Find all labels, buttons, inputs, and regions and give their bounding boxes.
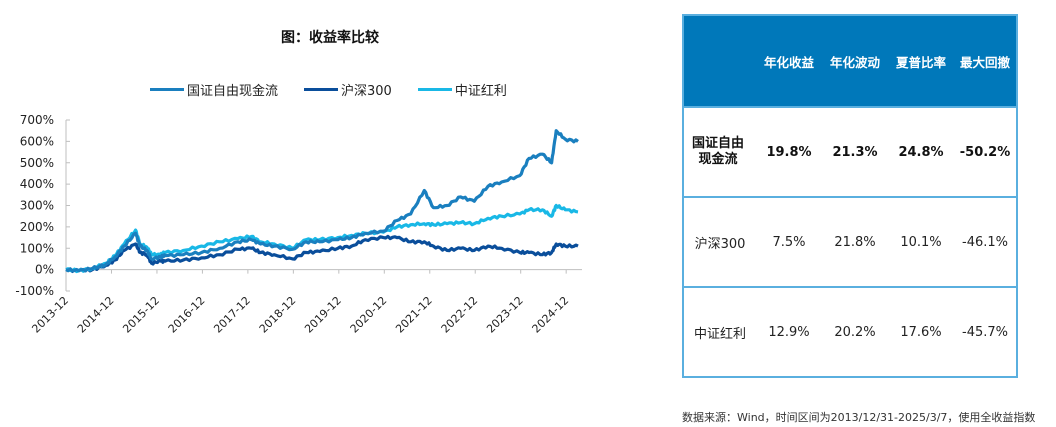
cell-sharpe: 10.1%	[900, 234, 942, 250]
cell-max-drawdown: -46.1%	[962, 234, 1008, 250]
x-tick-label: 2021-12	[393, 294, 435, 336]
x-tick-label: 2020-12	[348, 294, 390, 336]
cell-annual-volatility: 20.2%	[834, 324, 876, 340]
row-name: 沪深300	[694, 236, 746, 252]
x-tick-label: 2014-12	[75, 294, 117, 336]
table-row: 沪深300 7.5% 21.8% 10.1% -46.1%	[684, 196, 1016, 286]
cell-annual-return: 7.5%	[772, 234, 806, 250]
chart-title: 图：收益率比较	[281, 30, 379, 46]
legend-swatch-hs300	[304, 88, 339, 91]
legend-swatch-dividend	[417, 88, 452, 91]
y-tick-label: 300%	[20, 199, 54, 213]
y-tick-label: 700%	[20, 113, 54, 127]
cell-annual-volatility: 21.3%	[832, 144, 878, 160]
header-cell-annual-volatility: 年化波动	[829, 54, 880, 70]
cell-sharpe: 24.8%	[898, 144, 944, 160]
legend-label-fcf: 国证自由现金流	[187, 84, 279, 99]
x-tick-label: 2018-12	[257, 294, 299, 336]
legend-item-dividend: 中证红利	[417, 80, 507, 99]
chart-tick-labels: 700% 600% 500% 400% 300% 200% 100% 0% -100%2013-…	[15, 113, 571, 336]
y-tick-label: 400%	[20, 177, 54, 191]
cell-annual-volatility: 21.8%	[834, 234, 876, 250]
row-name: 国证自由现金流	[691, 136, 744, 167]
legend-swatch-fcf	[150, 88, 184, 91]
table-row: 国证自由现金流 19.8% 21.3% 24.8% -50.2%	[684, 106, 1016, 196]
cell-max-drawdown: -50.2%	[959, 144, 1011, 160]
header-cell-max-drawdown: 最大回撤	[959, 54, 1010, 70]
chart-lines	[65, 129, 579, 274]
data-source-footnote: 数据来源：Wind，时间区间为2013/12/31-2025/3/7，使用全收益…	[682, 411, 1036, 424]
chart-legend: 国证自由现金流 沪深300 中证红利	[150, 80, 507, 99]
x-tick-label: 2024-12	[530, 294, 572, 336]
cell-sharpe: 17.6%	[900, 324, 942, 340]
x-tick-label: 2015-12	[120, 294, 162, 336]
y-tick-label: -100%	[15, 284, 54, 298]
header-cell-annual-return: 年化收益	[763, 54, 814, 70]
legend-label-dividend: 中证红利	[454, 84, 507, 99]
cell-annual-return: 19.8%	[766, 144, 812, 160]
table-header-row: 年化收益 年化波动 夏普比率 最大回撤	[684, 16, 1016, 106]
header-cell-sharpe: 夏普比率	[895, 54, 946, 70]
y-tick-label: 500%	[20, 156, 54, 170]
y-tick-label: 200%	[20, 220, 54, 234]
y-tick-label: 600%	[20, 134, 54, 148]
y-tick-label: 0%	[35, 263, 54, 277]
series-line-1	[66, 234, 579, 273]
series-line-2	[65, 203, 579, 274]
x-tick-label: 2023-12	[484, 294, 526, 336]
chart-axes	[65, 119, 582, 292]
table-row: 中证红利 12.9% 20.2% 17.6% -45.7%	[684, 286, 1016, 376]
line-chart: 700% 600% 500% 400% 300% 200% 100% 0% -100%2013-…	[15, 113, 582, 336]
x-tick-label: 2017-12	[211, 294, 253, 336]
x-tick-label: 2019-12	[302, 294, 344, 336]
x-tick-label: 2016-12	[166, 294, 208, 336]
legend-label-hs300: 沪深300	[341, 84, 392, 99]
row-name: 中证红利	[693, 326, 746, 342]
cell-max-drawdown: -45.7%	[962, 324, 1008, 340]
series-line-0	[65, 129, 579, 273]
x-tick-label: 2022-12	[439, 294, 481, 336]
metrics-table: 年化收益 年化波动 夏普比率 最大回撤 国证自由现金流 19.8% 21.3% …	[682, 14, 1018, 378]
y-tick-label: 100%	[20, 241, 54, 255]
cell-annual-return: 12.9%	[768, 324, 810, 340]
legend-item-hs300: 沪深300	[304, 80, 392, 99]
legend-item-fcf: 国证自由现金流	[150, 80, 278, 99]
x-tick-label: 2013-12	[29, 294, 71, 336]
